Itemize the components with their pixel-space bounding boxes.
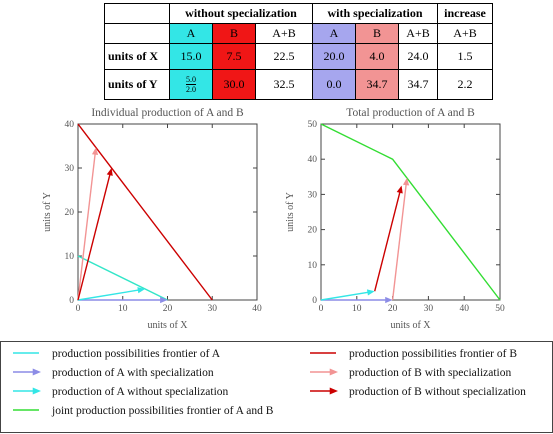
y-tick-label: 50 — [308, 120, 318, 130]
col-header-b-spec: B — [355, 23, 399, 44]
production-of-b-with-specialization-legend-arrow-head — [329, 368, 338, 376]
col-header-b: B — [212, 23, 256, 44]
y-tick-label: 30 — [308, 190, 318, 200]
col-header-a: A — [169, 23, 213, 44]
joint-production-possibilities-frontier-of-a-and-b-line — [320, 123, 501, 301]
cell-y-b: 30.0 — [212, 69, 256, 100]
production-of-b-with-specialization-arrow-shaft — [77, 153, 96, 301]
x-tick-label: 10 — [352, 304, 362, 314]
y-tick-label: 40 — [65, 120, 75, 130]
individual-production-chart: Individual production of A and B 0 10 20 30 4… — [42, 107, 262, 331]
cell-x-ab: 22.5 — [255, 43, 313, 70]
fraction-denominator: 2.0 — [186, 85, 196, 94]
production-of-a-without-specialization-arrow-shaft — [320, 291, 369, 301]
col-header-ab-spec: A+B — [398, 23, 438, 44]
production-of-a-without-specialization-arrow-shaft — [77, 289, 140, 301]
production-possibilities-frontier-of-b-line — [77, 123, 213, 301]
x-tick-label: 20 — [163, 304, 173, 314]
production-of-a-with-specialization-arrow-head — [160, 296, 168, 304]
cell-x-increase: 1.5 — [437, 43, 493, 70]
production-of-b-without-specialization-legend-arrow-head — [329, 387, 338, 395]
y-tick-label: 40 — [308, 155, 318, 165]
x-tick-label: 50 — [495, 304, 505, 314]
production-of-a-without-specialization-legend-arrow-head — [32, 387, 41, 395]
cell-x-a-spec: 20.0 — [312, 43, 356, 70]
production-possibilities-frontier-of-b-legend-label: production possibilities frontier of B — [349, 348, 517, 360]
joint-production-possibilities-frontier-of-a-and-b-legend-label: joint production possibilities frontier … — [51, 405, 274, 417]
y-tick-label: 30 — [65, 164, 75, 174]
cell-x-a: 15.0 — [169, 43, 213, 70]
production-of-b-with-specialization-arrow-head — [402, 177, 410, 186]
cell-y-a: 5.0 2.0 — [169, 69, 213, 100]
y-axis-label: units of Y — [285, 192, 296, 232]
cell-x-b: 7.5 — [212, 43, 256, 70]
production-of-b-without-specialization-arrow-shaft — [77, 173, 111, 301]
x-axis-label: units of X — [391, 320, 432, 331]
x-tick-label: 40 — [252, 304, 262, 314]
cell-y-ab: 32.5 — [255, 69, 313, 100]
production-of-a-without-specialization-arrow-head — [366, 289, 375, 296]
col-header-ab-increase: A+B — [437, 23, 493, 44]
production-of-a-without-specialization-arrow-head — [137, 287, 146, 294]
production-possibilities-frontier-of-a-line — [77, 255, 168, 301]
production-of-b-with-specialization-legend-label: production of B with specialization — [349, 367, 511, 379]
plot-frame — [320, 123, 501, 301]
cell-y-b-spec: 34.7 — [355, 69, 399, 100]
production-table-container: without specialization with specializati… — [104, 3, 493, 100]
cell-y-a-spec: 0.0 — [312, 69, 356, 100]
legend: production possibilities frontier of A pr… — [0, 341, 553, 433]
x-axis-label: units of X — [148, 320, 189, 331]
cell-x-ab-spec: 24.0 — [398, 43, 438, 70]
group-header-increase: increase — [437, 3, 493, 24]
production-table: without specialization with specializati… — [104, 3, 493, 100]
x-tick-label: 20 — [388, 304, 398, 314]
y-axis-label: units of Y — [42, 192, 53, 232]
y-tick-label: 10 — [65, 252, 75, 262]
x-tick-label: 40 — [459, 304, 469, 314]
y-tick-label: 0 — [312, 296, 317, 306]
x-tick-label: 10 — [118, 304, 128, 314]
col-header-ab: A+B — [255, 23, 313, 44]
x-tick-label: 30 — [208, 304, 218, 314]
production-possibilities-frontier-of-a-legend-label: production possibilities frontier of A — [52, 348, 221, 360]
fraction: 5.0 2.0 — [186, 75, 196, 94]
production-of-a-with-specialization-legend-label: production of A with specialization — [52, 367, 214, 379]
y-tick-label: 0 — [69, 296, 74, 306]
col-header-a-spec: A — [312, 23, 356, 44]
cell-y-increase: 2.2 — [437, 69, 493, 100]
y-tick-label: 20 — [65, 208, 75, 218]
row-label-y: units of Y — [104, 69, 170, 100]
plot-frame — [77, 123, 258, 301]
table-corner-cell — [104, 3, 170, 24]
production-of-b-without-specialization-arrow-shaft — [374, 191, 401, 292]
production-of-b-without-specialization-legend-label: production of B without specialization — [349, 386, 526, 398]
production-of-a-with-specialization-arrow-head — [385, 296, 393, 304]
cell-y-ab-spec: 34.7 — [398, 69, 438, 100]
production-of-a-with-specialization-legend-arrow-head — [32, 368, 41, 376]
production-of-b-without-specialization-arrow-head — [106, 168, 113, 176]
chart-title: Individual production of A and B — [91, 107, 244, 119]
production-of-b-with-specialization-arrow-shaft — [391, 183, 407, 301]
total-production-chart: Total production of A and B 0 10 20 30 40 50 0 1… — [285, 107, 505, 331]
legend-frame — [0, 341, 553, 433]
x-tick-label: 0 — [319, 304, 324, 314]
chart-title: Total production of A and B — [346, 107, 475, 119]
y-tick-label: 20 — [308, 226, 318, 236]
production-of-a-without-specialization-legend-label: production of A without specialization — [52, 386, 229, 398]
production-of-b-without-specialization-arrow-head — [396, 185, 403, 194]
row-label-x: units of X — [104, 43, 170, 70]
fraction-numerator: 5.0 — [186, 75, 196, 85]
x-tick-label: 30 — [424, 304, 434, 314]
production-of-b-with-specialization-arrow-head — [91, 147, 99, 156]
cell-x-b-spec: 4.0 — [355, 43, 399, 70]
y-tick-label: 10 — [308, 261, 318, 271]
group-header-with: with specialization — [312, 3, 438, 24]
table-corner-cell — [104, 23, 170, 44]
x-tick-label: 0 — [76, 304, 81, 314]
group-header-without: without specialization — [169, 3, 313, 24]
